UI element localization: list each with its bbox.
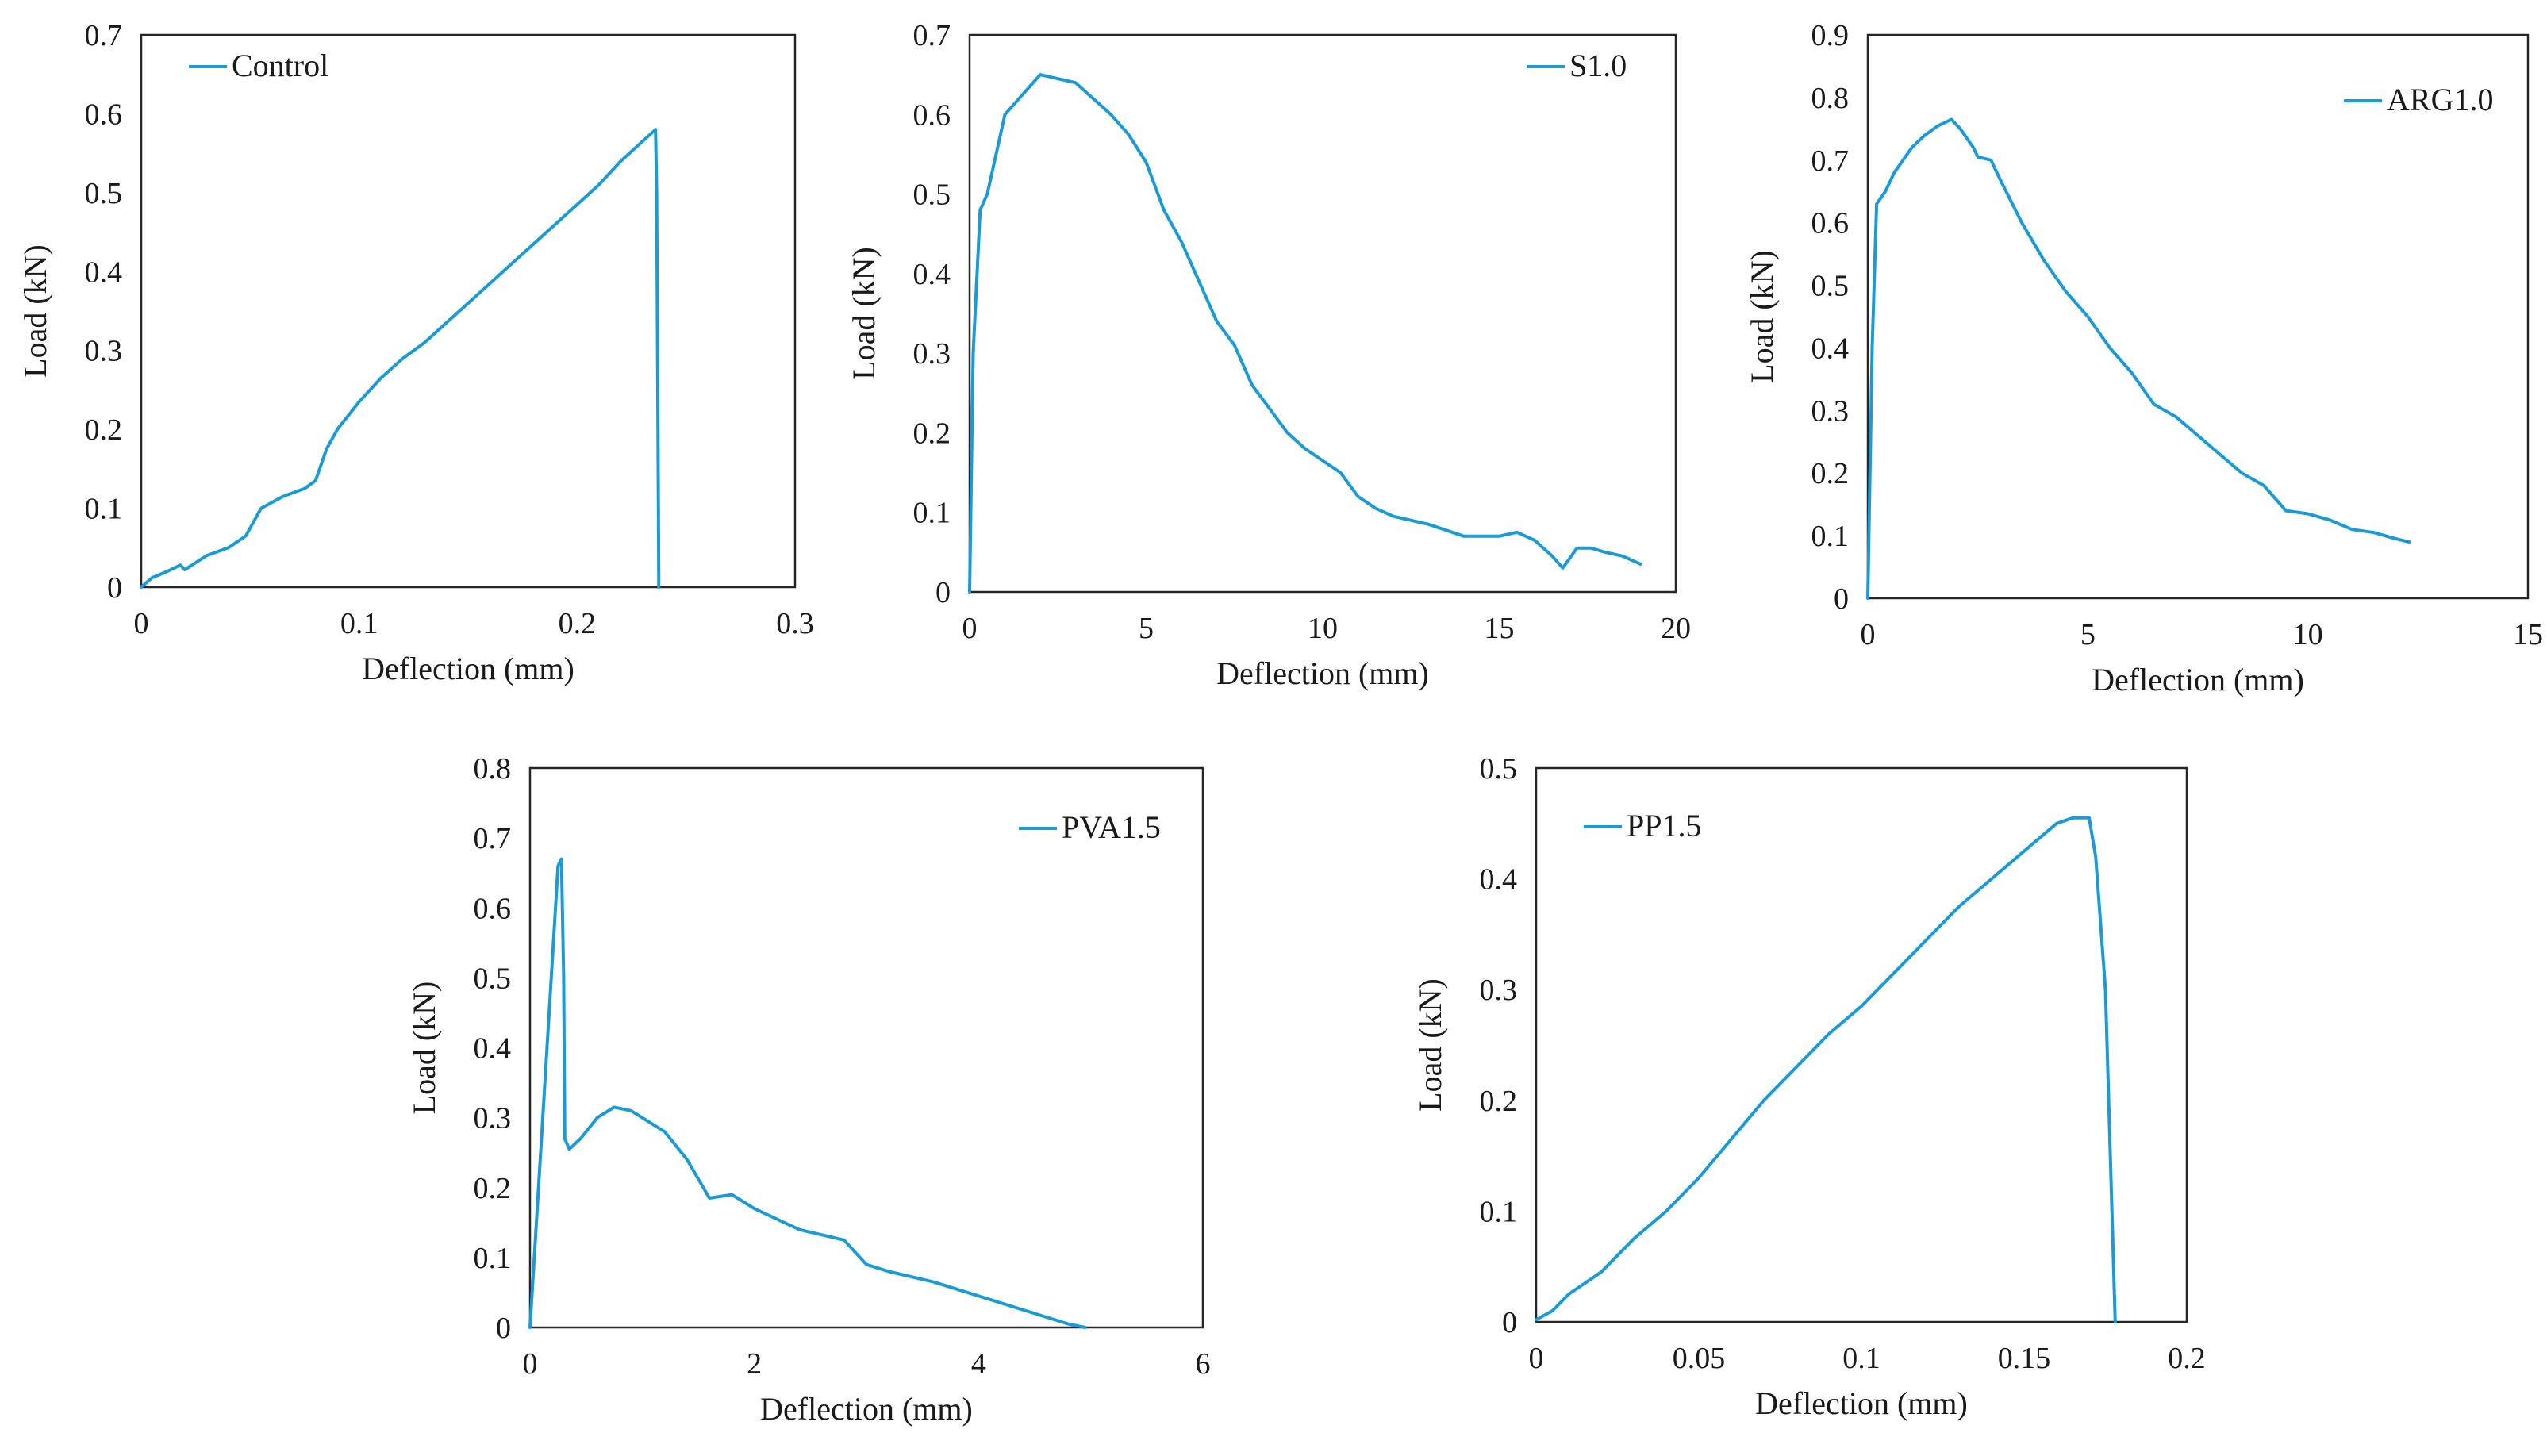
y-axis-title: Load (kN)	[406, 982, 442, 1115]
y-tick-label: 0	[496, 1312, 511, 1345]
y-tick-label: 0.3	[1811, 394, 1850, 428]
x-tick-label: 5	[1139, 612, 1154, 645]
x-tick-label: 0.2	[559, 607, 597, 640]
x-tick-label: 15	[1485, 612, 1515, 645]
plot-frame	[1866, 33, 2530, 600]
x-tick-label: 6	[1196, 1347, 1211, 1381]
legend-label: PP1.5	[1627, 808, 1702, 843]
y-tick-label: 0.6	[913, 98, 951, 132]
y-tick-label: 0	[935, 576, 951, 609]
x-tick-label: 10	[1308, 612, 1338, 645]
y-axis-title: Load (kN)	[1744, 250, 1780, 383]
y-tick-label: 0.1	[1480, 1195, 1518, 1228]
x-tick-label: 4	[971, 1347, 986, 1381]
y-tick-label: 0.4	[474, 1032, 512, 1066]
y-tick-label: 0.8	[1811, 82, 1850, 115]
y-tick-label: 0.5	[85, 177, 123, 210]
x-tick-label: 15	[2513, 618, 2543, 651]
x-axis-title: Deflection (mm)	[362, 651, 574, 686]
y-axis-title: Load (kN)	[1412, 978, 1448, 1112]
x-tick-label: 0.1	[1842, 1342, 1880, 1375]
y-tick-label: 0.1	[913, 497, 951, 530]
y-tick-label: 0.5	[1480, 752, 1518, 786]
y-tick-label: 0.7	[1811, 144, 1850, 178]
y-tick-label: 0.3	[913, 337, 951, 371]
plot-frame	[528, 766, 1204, 1329]
y-tick-label: 0.1	[85, 493, 123, 526]
x-tick-label: 0	[134, 607, 149, 640]
y-tick-label: 0.4	[913, 258, 951, 291]
x-tick-label: 0	[1529, 1342, 1544, 1375]
y-tick-label: 0.7	[913, 19, 951, 52]
y-tick-label: 0.2	[913, 417, 951, 450]
y-tick-label: 0.2	[85, 413, 123, 447]
y-tick-label: 0.9	[1811, 19, 1850, 52]
y-tick-label: 0.5	[474, 962, 512, 995]
y-tick-label: 0.3	[474, 1102, 512, 1135]
y-tick-label: 0.5	[913, 179, 951, 212]
y-tick-label: 0.7	[85, 19, 123, 52]
y-tick-label: 0	[107, 571, 122, 605]
x-tick-label: 5	[2080, 618, 2096, 651]
plot-frame	[968, 33, 1677, 594]
x-axis-title: Deflection (mm)	[1216, 655, 1429, 691]
y-tick-label: 0.4	[85, 255, 123, 289]
x-tick-label: 10	[2293, 618, 2323, 651]
y-tick-label: 0.3	[85, 335, 123, 368]
y-tick-label: 0.1	[1811, 520, 1850, 553]
series-line-pva1-5	[528, 857, 1087, 1329]
y-tick-label: 0.4	[1811, 332, 1850, 365]
y-tick-label: 0	[1834, 582, 1849, 616]
x-axis-title: Deflection (mm)	[2092, 662, 2304, 697]
y-tick-label: 0.8	[474, 752, 512, 786]
x-tick-label: 20	[1661, 612, 1691, 645]
chart-pp15: 0 0.1 0.2 0.3 0.4 0.5 0 0.05 0.1 0.15 0.2 Deflectio…	[1412, 752, 2206, 1421]
legend-label: Control	[232, 48, 328, 83]
x-axis-title: Deflection (mm)	[1755, 1385, 1968, 1421]
y-tick-label: 0.4	[1480, 863, 1518, 897]
x-tick-label: 0.1	[340, 607, 378, 640]
x-tick-label: 2	[747, 1347, 762, 1381]
y-tick-label: 0.1	[474, 1242, 512, 1275]
plot-frame	[140, 33, 797, 589]
series-line-s1-0	[968, 73, 1642, 594]
x-tick-label: 0	[523, 1347, 538, 1381]
x-tick-label: 0.05	[1673, 1342, 1726, 1375]
y-tick-label: 0.2	[1811, 457, 1850, 490]
y-tick-label: 0.6	[474, 892, 512, 925]
x-tick-label: 0	[962, 612, 978, 645]
x-tick-label: 0.3	[776, 607, 814, 640]
y-axis-title: Load (kN)	[17, 244, 53, 378]
y-tick-label: 0.6	[85, 98, 123, 131]
legend-label: S1.0	[1569, 48, 1627, 83]
legend-label: PVA1.5	[1062, 809, 1161, 845]
y-tick-label: 0	[1502, 1306, 1517, 1339]
chart-control: 0 0.1 0.2 0.3 0.4 0.5 0.6 0.7 0 0.1 0.2 0.3 Deflecti…	[17, 19, 814, 686]
y-tick-label: 0.2	[474, 1172, 512, 1205]
x-axis-title: Deflection (mm)	[760, 1391, 973, 1427]
y-tick-label: 0.7	[474, 822, 512, 855]
chart-arg1: 0 0.1 0.2 0.3 0.4 0.5 0.6 0.7 0.8 0.9 0 5 10 15 Deflec…	[1744, 19, 2543, 697]
chart-s1: 0 0.1 0.2 0.3 0.4 0.5 0.6 0.7 0 5 10 15 20 Deflection…	[846, 19, 1691, 691]
y-tick-label: 0.2	[1480, 1085, 1518, 1118]
x-tick-label: 0.15	[1998, 1342, 2051, 1375]
series-line-pp1-5	[1535, 816, 2117, 1323]
plot-frame	[1535, 766, 2188, 1323]
y-axis-title: Load (kN)	[846, 247, 882, 380]
y-tick-label: 0.5	[1811, 270, 1850, 303]
y-tick-label: 0.3	[1480, 974, 1518, 1007]
chart-pva15: 0 0.1 0.2 0.3 0.4 0.5 0.6 0.7 0.8 0 2 4 6 Deflection …	[406, 752, 1211, 1427]
legend-label: ARG1.0	[2387, 82, 2493, 117]
x-tick-label: 0.2	[2168, 1342, 2206, 1375]
series-line-arg1-0	[1866, 117, 2411, 600]
series-line-control	[140, 128, 661, 589]
x-tick-label: 0	[1861, 618, 1876, 651]
y-tick-label: 0.6	[1811, 207, 1850, 240]
